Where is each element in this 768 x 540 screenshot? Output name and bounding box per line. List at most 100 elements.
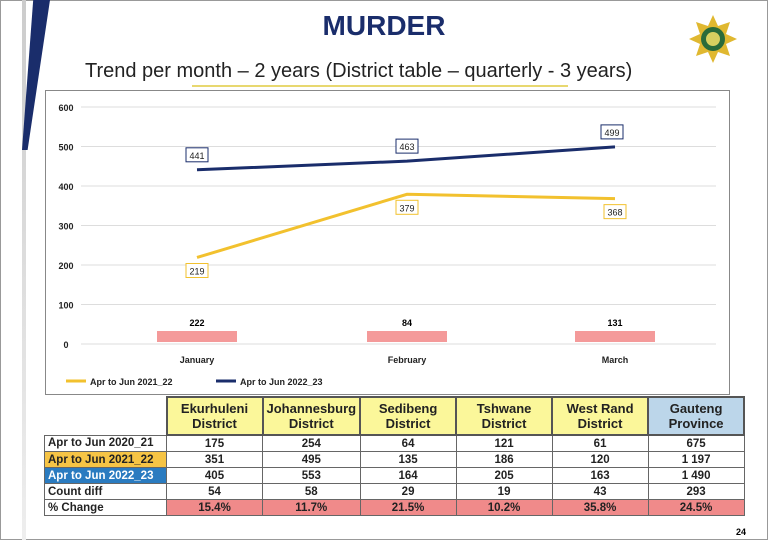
table-row: Count diff 54 58 29 19 43 293 (44, 483, 745, 500)
row-label: Apr to Jun 2020_21 (44, 434, 167, 452)
table-row: Apr to Jun 2020_21 175 254 64 121 61 675 (44, 434, 745, 452)
y-tick-label: 0 (63, 340, 68, 350)
table-cell: 254 (262, 434, 361, 452)
table-cell: 10.2% (455, 499, 553, 516)
data-label: 463 (399, 142, 414, 152)
table-cell: 29 (359, 483, 457, 500)
header-line: Gauteng (669, 401, 723, 416)
table-cell: 1 490 (647, 467, 745, 484)
table-cell: 35.8% (551, 499, 649, 516)
table-cell: 553 (262, 467, 361, 484)
data-label-box (395, 199, 419, 215)
y-tick-label: 600 (58, 103, 73, 113)
table-cell: 135 (359, 451, 457, 468)
table-cell: 1 197 (647, 451, 745, 468)
data-label-box (185, 147, 209, 163)
column-header: Sedibeng District (359, 396, 458, 436)
table-cell: 24.5% (647, 499, 745, 516)
data-label-box (185, 262, 209, 278)
data-label: 499 (604, 128, 619, 138)
table-cell: 64 (359, 434, 457, 452)
table-cell: 54 (166, 483, 263, 500)
police-emblem-icon (689, 15, 737, 63)
data-label: 219 (189, 266, 204, 276)
y-tick-label: 200 (58, 261, 73, 271)
table-cell: 19 (455, 483, 553, 500)
header-line: Province (668, 416, 724, 431)
data-label-box (395, 138, 419, 154)
decorative-stripe (22, 0, 26, 540)
slide-subtitle: Trend per month – 2 years (District tabl… (85, 60, 633, 82)
subtitle-underline (192, 85, 568, 87)
legend-label: Apr to Jun 2022_23 (240, 377, 323, 387)
chart-svg: 0 100 200 300 400 500 600 January February March 2… (58, 103, 716, 387)
header-line: District (192, 416, 237, 431)
table-cell: 15.4% (166, 499, 263, 516)
table-cell: 205 (455, 467, 553, 484)
difference-label: 84 (402, 318, 412, 328)
header-line: Tshwane (476, 401, 532, 416)
column-header: Johannesburg District (261, 396, 362, 436)
table-cell: 120 (551, 451, 649, 468)
x-tick-label: March (602, 355, 629, 365)
header-line: District (481, 416, 527, 431)
table-cell: 351 (166, 451, 263, 468)
header-line: District (288, 416, 334, 431)
difference-bar (575, 331, 655, 342)
data-label: 379 (399, 203, 414, 213)
table-cell: 186 (455, 451, 553, 468)
y-tick-label: 100 (58, 301, 73, 311)
column-header: West Rand District (551, 396, 650, 436)
table-row: Apr to Jun 2022_23 405 553 164 205 163 1 490 (44, 467, 745, 484)
header-line: Ekurhuleni (180, 401, 249, 416)
row-label: Count diff (44, 483, 167, 500)
column-header: Tshwane District (455, 396, 554, 436)
data-label-box (600, 124, 624, 140)
series-line (196, 192, 616, 259)
page-number: 24 (735, 527, 746, 537)
header-line: Sedibeng (378, 401, 438, 416)
x-tick-label: January (180, 355, 215, 365)
data-label-box (603, 204, 627, 220)
difference-label: 131 (607, 318, 622, 328)
table-cell: 11.7% (262, 499, 361, 516)
column-header: Gauteng Province (647, 396, 746, 436)
y-tick-label: 500 (58, 143, 73, 153)
series-line (196, 145, 616, 172)
line-chart: 0 100 200 300 400 500 600 January February March 2… (45, 90, 730, 395)
data-label: 441 (189, 151, 204, 161)
column-header: Ekurhuleni District (165, 396, 264, 436)
legend-label: Apr to Jun 2021_22 (90, 377, 173, 387)
row-label: Apr to Jun 2022_23 (44, 467, 167, 484)
table-cell: 495 (262, 451, 361, 468)
header-line: District (577, 416, 623, 431)
row-label: % Change (44, 499, 167, 516)
y-tick-label: 300 (58, 222, 73, 232)
data-label: 368 (607, 208, 622, 218)
table-cell: 164 (359, 467, 457, 484)
slide-title: MURDER (322, 10, 446, 41)
header-line: Johannesburg (266, 401, 357, 416)
difference-bar (157, 331, 237, 342)
table-cell: 675 (647, 434, 745, 452)
header-line: District (385, 416, 431, 431)
table-row: % Change 15.4% 11.7% 21.5% 10.2% 35.8% 24.5% (44, 499, 745, 516)
table-row: Apr to Jun 2021_22 351 495 135 186 120 1 197 (44, 451, 745, 468)
row-label: Apr to Jun 2021_22 (44, 451, 167, 468)
table-cell: 61 (551, 434, 649, 452)
corner-cell (45, 397, 167, 435)
table-cell: 163 (551, 467, 649, 484)
difference-bar (367, 331, 447, 342)
x-tick-label: February (388, 355, 427, 365)
table-cell: 293 (647, 483, 745, 500)
table-cell: 58 (262, 483, 361, 500)
table-cell: 43 (551, 483, 649, 500)
header-line: West Rand (566, 401, 634, 416)
table-cell: 175 (166, 434, 263, 452)
table-cell: 405 (166, 467, 263, 484)
y-tick-label: 400 (58, 182, 73, 192)
table-cell: 21.5% (359, 499, 457, 516)
difference-label: 222 (189, 318, 204, 328)
district-table: Ekurhuleni District Johannesburg District Se… (44, 396, 746, 516)
table-cell: 121 (455, 434, 553, 452)
